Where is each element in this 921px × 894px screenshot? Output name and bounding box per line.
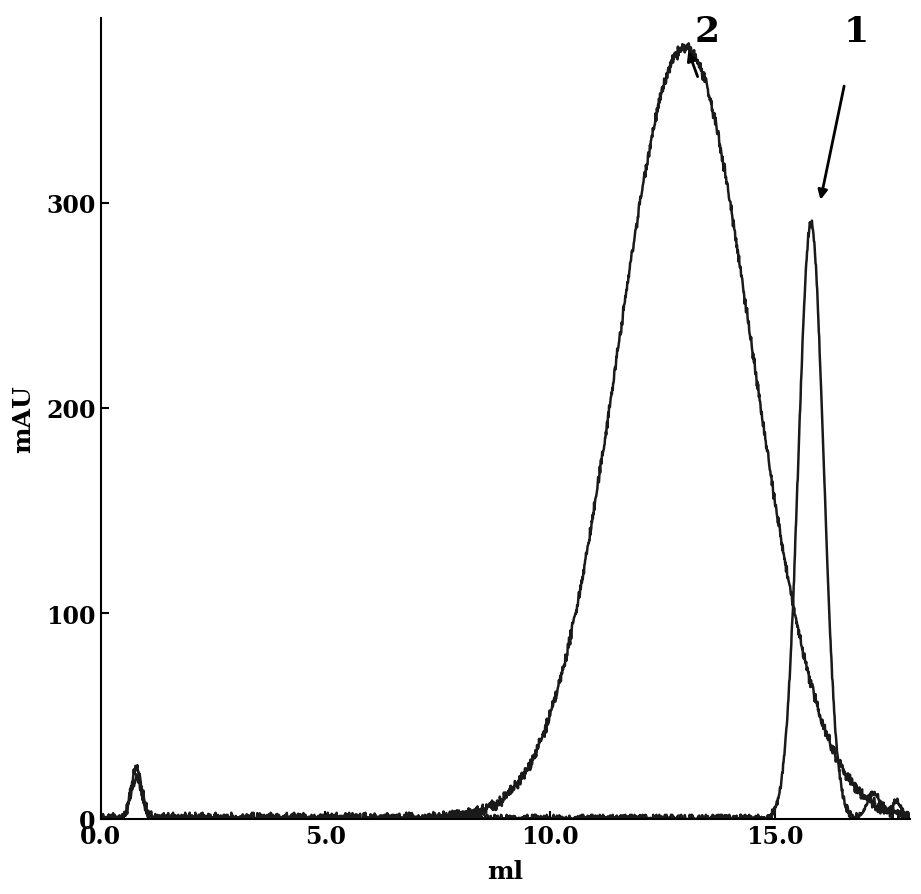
X-axis label: ml: ml [487, 859, 523, 883]
Y-axis label: mAU: mAU [11, 385, 35, 452]
Text: 2: 2 [695, 15, 720, 49]
Text: 1: 1 [844, 15, 869, 49]
